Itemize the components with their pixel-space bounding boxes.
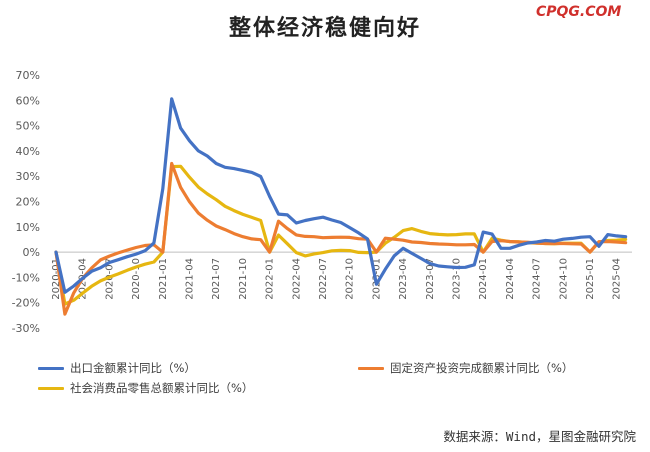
legend-label-fixed-investment: 固定资产投资完成额累计同比（%） [390, 361, 574, 375]
y-tick-label: -30% [12, 322, 40, 335]
watermark-logo: CPQG.COM [536, 4, 622, 20]
legend-item-export: 出口金额累计同比（%） [38, 360, 196, 376]
chart-title: 整体经济稳健向好 [228, 15, 421, 41]
x-tick-label: 2022-10 [345, 258, 356, 300]
y-tick-label: 40% [16, 145, 40, 158]
x-tick-label: 2024-10 [558, 258, 569, 300]
x-tick-label: 2024-04 [505, 258, 516, 300]
x-tick-label: 2023-07 [425, 258, 436, 300]
y-tick-label: 20% [16, 196, 40, 209]
legend-swatch-export [38, 366, 64, 370]
y-tick-label: 60% [16, 94, 40, 107]
x-tick-label: 2022-04 [291, 258, 302, 300]
y-tick-label: 10% [16, 221, 40, 234]
x-tick-label: 2021-04 [185, 258, 196, 300]
x-tick-label: 2020-07 [104, 258, 115, 300]
series-line-0 [54, 97, 628, 294]
y-tick-label: -10% [12, 271, 40, 284]
x-tick-label: 2020-10 [131, 258, 142, 300]
x-tick-label: 2022-07 [318, 258, 329, 300]
x-tick-label: 2024-07 [532, 258, 543, 300]
x-tick-label: 2023-04 [398, 258, 409, 300]
x-tick-label: 2022-01 [265, 258, 276, 300]
legend-swatch-retail-sales [38, 386, 64, 390]
x-tick-label: 2021-07 [211, 258, 222, 300]
x-tick-label: 2025-01 [585, 258, 596, 300]
x-tick-label: 2024-01 [478, 258, 489, 300]
x-tick-label: 2021-01 [158, 258, 169, 300]
legend-item-retail-sales: 社会消费品零售总额累计同比（%） [38, 380, 253, 396]
axes: -30% -20% -10% 0% 10% 20% 30% 40% 50% 60% 70% 2020-… [12, 69, 632, 335]
y-tick-label: 0% [23, 246, 40, 259]
legend-item-fixed-investment: 固定资产投资完成额累计同比（%） [358, 360, 573, 376]
y-tick-label: -20% [12, 297, 40, 310]
legend-label-export: 出口金额累计同比（%） [70, 361, 196, 375]
x-tick-label: 2025-04 [612, 258, 623, 300]
y-tick-label: 50% [16, 120, 40, 133]
legend-swatch-fixed-investment [358, 366, 384, 370]
legend-label-retail-sales: 社会消费品零售总额累计同比（%） [70, 381, 254, 395]
source-note: 数据来源：Wind，星图金融研究院 [443, 429, 636, 444]
y-tick-label: 30% [16, 170, 40, 183]
series-layer [54, 97, 628, 316]
x-tick-label: 2023-10 [452, 258, 463, 300]
x-tick-label: 2021-10 [238, 258, 249, 300]
y-tick-label: 70% [16, 69, 40, 82]
x-tick-label: 2020-01 [51, 258, 62, 300]
